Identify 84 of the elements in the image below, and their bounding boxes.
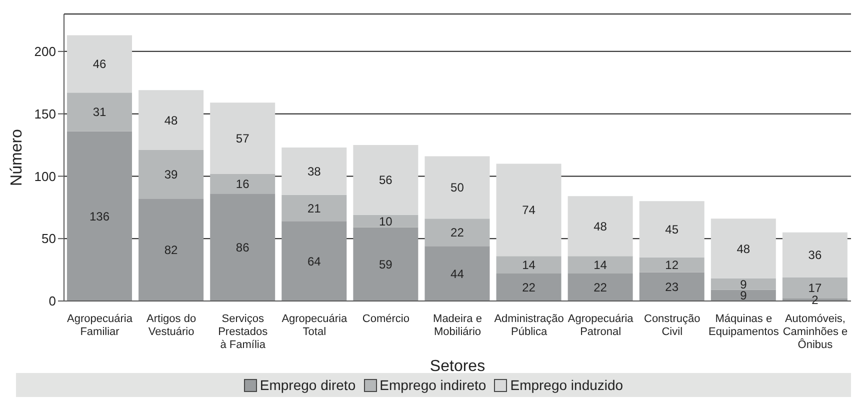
bar <box>282 148 347 195</box>
bar <box>210 102 276 174</box>
data-label: 2 <box>812 293 819 308</box>
bar <box>639 257 704 272</box>
bar <box>353 214 418 228</box>
data-label: 9 <box>740 288 748 303</box>
y-tick-label: 0 <box>48 294 56 309</box>
bar <box>496 274 562 301</box>
bar <box>67 35 132 93</box>
data-label: 59 <box>379 257 393 272</box>
bar <box>496 164 562 256</box>
y-tick-label: 100 <box>34 168 56 184</box>
data-label: 64 <box>307 254 322 268</box>
data-label: 48 <box>594 219 608 234</box>
bar <box>424 246 490 301</box>
bar <box>424 218 490 246</box>
data-label: 48 <box>736 242 750 256</box>
data-label: 9 <box>740 277 748 292</box>
bar <box>282 194 347 222</box>
data-label: 57 <box>236 131 250 146</box>
data-label: 31 <box>92 105 106 120</box>
x-tick-label: Agropecuária Total <box>282 313 348 338</box>
data-label: 48 <box>164 113 178 128</box>
data-label: 10 <box>379 214 393 228</box>
data-label: 39 <box>164 168 178 182</box>
bar <box>353 145 418 215</box>
data-label: 14 <box>522 258 536 272</box>
y-tick-label: 150 <box>34 106 56 122</box>
bar <box>67 131 132 301</box>
bar <box>568 274 633 301</box>
bar <box>639 201 704 258</box>
x-tick-label: Madeira e Mobiliário <box>433 313 482 338</box>
data-label: 23 <box>665 280 679 294</box>
bar <box>138 150 204 199</box>
x-axis-title: Setores <box>430 358 486 375</box>
bar <box>496 256 562 274</box>
bar <box>782 232 848 278</box>
bar <box>282 221 347 301</box>
data-label: 46 <box>92 57 106 72</box>
x-tick-label: Comércio <box>362 313 410 325</box>
data-label: 22 <box>450 226 464 240</box>
bar <box>210 174 276 194</box>
bar <box>639 272 704 301</box>
bar <box>568 256 633 274</box>
data-label: 16 <box>236 176 250 191</box>
data-label: 22 <box>522 280 536 295</box>
legend-label: Emprego direto <box>258 377 356 393</box>
x-tick-label: Automóveis, Caminhões e Ônibus <box>782 313 848 351</box>
data-label: 50 <box>450 180 464 195</box>
data-label: 21 <box>307 201 322 216</box>
x-tick-label: Agropecuária Patronal <box>568 313 634 338</box>
bar <box>568 196 633 256</box>
x-tick-label: Construção Civil <box>644 313 700 338</box>
data-label: 17 <box>808 281 822 296</box>
bar <box>210 194 276 301</box>
y-axis-title: Número <box>8 128 26 186</box>
x-tick-label: Administração Pública <box>494 313 564 338</box>
data-label: 45 <box>665 222 679 237</box>
data-label: 14 <box>594 258 608 272</box>
bar <box>67 92 132 132</box>
data-label: 74 <box>522 203 536 218</box>
x-tick-label: Serviços Prestados à Família <box>218 313 268 351</box>
data-label: 56 <box>379 173 393 188</box>
data-label: 86 <box>236 240 250 255</box>
y-tick-label: 200 <box>34 44 56 60</box>
data-label: 82 <box>164 243 178 258</box>
x-tick-label: Máquinas e Equipamentos <box>708 313 780 338</box>
x-tick-label: Agropecuária Familiar <box>67 313 134 338</box>
y-tick-label: 50 <box>42 231 56 246</box>
bar <box>138 198 204 301</box>
data-label: 44 <box>450 266 464 281</box>
bar <box>353 227 418 301</box>
legend-label: Emprego induzido <box>509 377 624 393</box>
legend-label: Emprego indireto <box>378 377 486 393</box>
bar <box>710 218 776 279</box>
x-tick-label: Artigos do Vestuário <box>146 313 196 338</box>
data-label: 38 <box>307 164 322 178</box>
bar <box>138 90 204 150</box>
data-label: 136 <box>89 209 110 224</box>
bar <box>710 278 776 290</box>
bar <box>424 156 490 219</box>
data-label: 12 <box>665 258 679 272</box>
data-label: 22 <box>594 280 608 295</box>
data-label: 36 <box>808 248 822 262</box>
